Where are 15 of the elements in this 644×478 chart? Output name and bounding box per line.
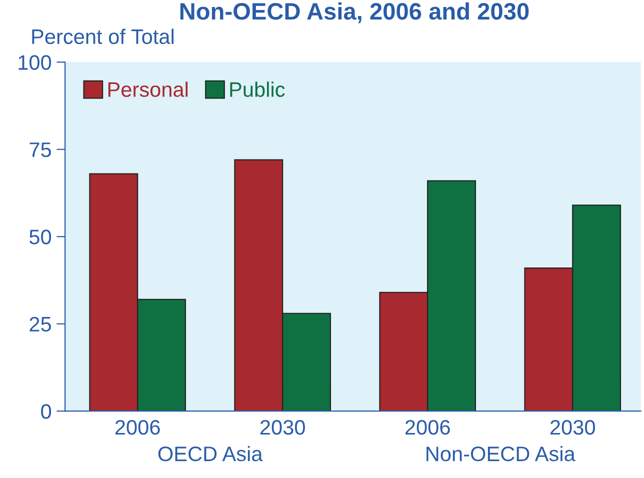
x-tick-label: 2006 <box>405 420 450 435</box>
chart-title: Non-OECD Asia, 2006 and 2030 <box>180 2 529 24</box>
y-axis-title: Percent of Total <box>32 28 174 44</box>
y-tick-label: 0 <box>41 404 52 419</box>
y-tick-label: 50 <box>30 230 52 244</box>
x-tick-label: 2006 <box>115 420 160 435</box>
text: OECD Asia <box>158 446 263 462</box>
y-tick-label: 25 <box>30 316 51 332</box>
x-tick-label: 2030 <box>550 420 595 435</box>
x-tick-label: 2030 <box>260 420 305 435</box>
legend-label: Public <box>230 82 285 97</box>
y-tick-label: 100 <box>18 55 52 70</box>
text: Non-OECD Asia <box>426 446 576 462</box>
legend-label: Personal <box>108 82 188 97</box>
y-tick-label: 75 <box>30 142 51 158</box>
